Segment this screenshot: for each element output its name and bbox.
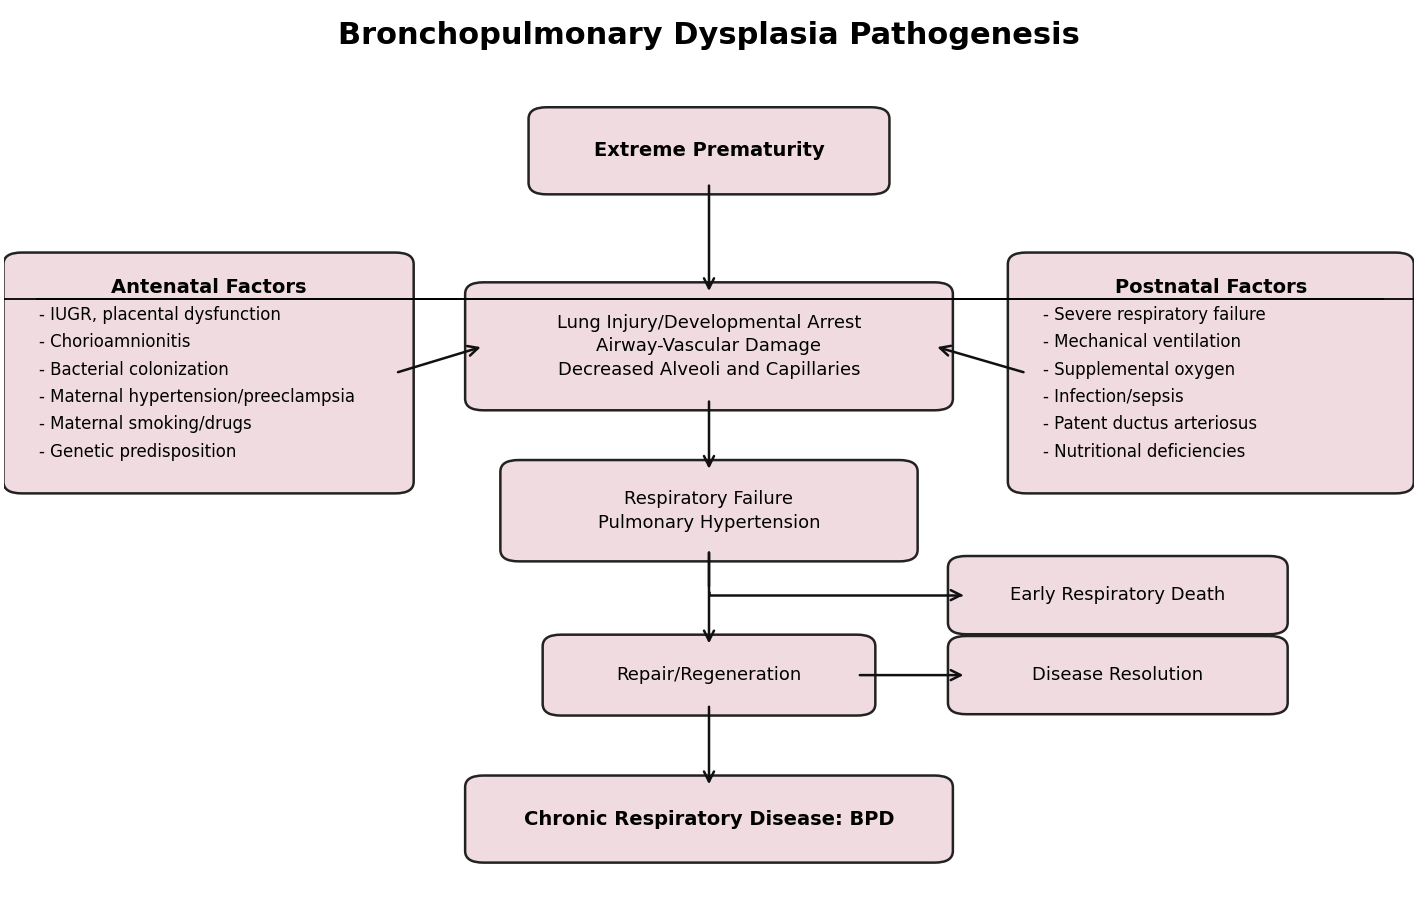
Text: - Infection/sepsis: - Infection/sepsis [1044,388,1184,406]
FancyBboxPatch shape [501,460,917,562]
FancyBboxPatch shape [1008,253,1414,493]
Text: - Supplemental oxygen: - Supplemental oxygen [1044,361,1235,379]
Text: Disease Resolution: Disease Resolution [1032,666,1204,684]
FancyBboxPatch shape [465,776,953,863]
Text: - Mechanical ventilation: - Mechanical ventilation [1044,334,1241,352]
Text: Repair/Regeneration: Repair/Regeneration [617,666,801,684]
Text: Respiratory Failure
Pulmonary Hypertension: Respiratory Failure Pulmonary Hypertensi… [598,490,820,532]
Text: Extreme Prematurity: Extreme Prematurity [594,142,824,161]
Text: - Genetic predisposition: - Genetic predisposition [38,443,235,461]
Text: - Maternal smoking/drugs: - Maternal smoking/drugs [38,415,251,433]
FancyBboxPatch shape [529,108,889,195]
Text: Postnatal Factors: Postnatal Factors [1115,278,1307,297]
Text: - Nutritional deficiencies: - Nutritional deficiencies [1044,443,1245,461]
Text: - IUGR, placental dysfunction: - IUGR, placental dysfunction [38,306,281,324]
Text: Lung Injury/Developmental Arrest
Airway-Vascular Damage
Decreased Alveoli and Ca: Lung Injury/Developmental Arrest Airway-… [557,314,861,379]
Text: - Bacterial colonization: - Bacterial colonization [38,361,228,379]
Text: - Chorioamnionitis: - Chorioamnionitis [38,334,190,352]
FancyBboxPatch shape [465,283,953,410]
Text: Bronchopulmonary Dysplasia Pathogenesis: Bronchopulmonary Dysplasia Pathogenesis [337,21,1081,49]
Text: - Severe respiratory failure: - Severe respiratory failure [1044,306,1266,324]
Text: Early Respiratory Death: Early Respiratory Death [1010,586,1225,605]
FancyBboxPatch shape [3,253,414,493]
FancyBboxPatch shape [949,556,1288,634]
FancyBboxPatch shape [543,635,875,716]
Text: - Maternal hypertension/preeclampsia: - Maternal hypertension/preeclampsia [38,388,354,406]
Text: Antenatal Factors: Antenatal Factors [111,278,306,297]
Text: Chronic Respiratory Disease: BPD: Chronic Respiratory Disease: BPD [523,810,895,829]
FancyBboxPatch shape [949,636,1288,714]
Text: - Patent ductus arteriosus: - Patent ductus arteriosus [1044,415,1258,433]
